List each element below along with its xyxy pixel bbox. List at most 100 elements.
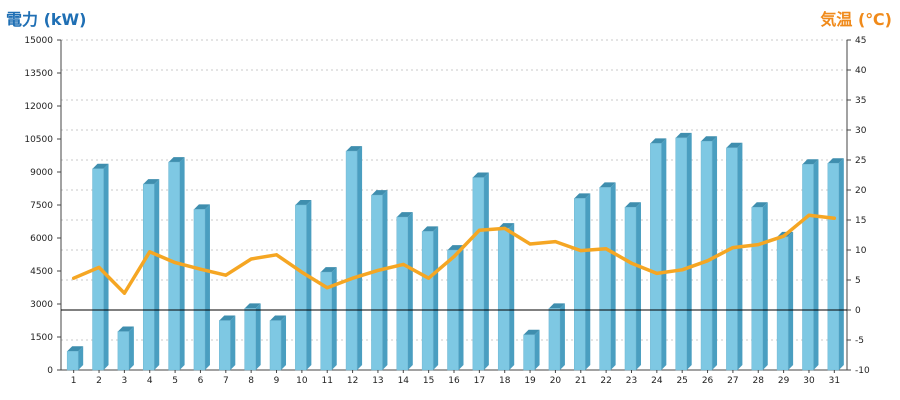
temperature-point — [503, 226, 507, 230]
bar — [421, 231, 434, 371]
temperature-point — [325, 286, 329, 290]
bar-side — [331, 267, 337, 370]
bar-top — [396, 212, 413, 218]
bar-side — [635, 202, 641, 370]
bar-side — [585, 193, 591, 370]
left-tick-label: 12000 — [24, 102, 53, 112]
bar — [472, 177, 485, 371]
temperature-point — [528, 242, 532, 246]
bar-side — [103, 163, 109, 370]
right-tick-label: -10 — [855, 366, 870, 376]
bar-top — [624, 202, 641, 208]
right-tick-label: 10 — [855, 246, 867, 256]
temperature-point — [629, 261, 633, 265]
bar-side — [813, 159, 819, 370]
bar-side — [712, 136, 718, 370]
right-axis-title: 気温 (℃) — [820, 10, 892, 29]
bar-side — [661, 138, 667, 370]
x-tick-label: 1 — [71, 376, 77, 386]
temperature-point — [275, 253, 279, 257]
left-tick-label: 13500 — [24, 69, 53, 79]
x-tick-label: 15 — [423, 376, 434, 386]
temperature-point — [452, 255, 456, 259]
bar-top — [219, 315, 236, 321]
x-tick-label: 21 — [575, 376, 586, 386]
x-tick-label: 2 — [96, 376, 102, 386]
bar-top — [548, 303, 565, 309]
right-tick-label: -5 — [855, 336, 864, 346]
right-tick-label: 0 — [855, 306, 861, 316]
bar — [751, 206, 764, 371]
bar-top — [523, 329, 540, 335]
bar-top — [371, 190, 388, 196]
bar-top — [117, 326, 134, 332]
left-tick-label: 3000 — [30, 300, 53, 310]
bar — [726, 147, 738, 371]
x-tick-label: 23 — [626, 376, 637, 386]
x-tick-label: 8 — [248, 376, 254, 386]
bar-side — [610, 182, 616, 370]
right-tick-label: 25 — [855, 156, 866, 166]
bar-top — [472, 172, 489, 178]
temperature-point — [401, 262, 405, 266]
bar-top — [751, 202, 768, 208]
bar-top — [320, 267, 337, 273]
right-tick-label: 15 — [855, 216, 866, 226]
temperature-point — [680, 268, 684, 272]
bar — [396, 216, 409, 371]
left-tick-label: 6000 — [30, 234, 53, 244]
bar-top — [650, 138, 667, 144]
temperature-point — [655, 271, 659, 275]
bar-side — [433, 226, 439, 370]
bar — [66, 351, 79, 371]
x-tick-label: 22 — [600, 376, 611, 386]
x-tick-label: 18 — [499, 376, 511, 386]
temperature-point — [376, 268, 380, 272]
x-tick-label: 14 — [398, 376, 410, 386]
bar — [497, 227, 510, 371]
bar — [776, 236, 789, 371]
bar — [117, 331, 130, 371]
bar — [269, 320, 282, 371]
temperature-point — [477, 228, 481, 232]
x-tick-label: 26 — [702, 376, 714, 386]
bar — [193, 209, 206, 371]
bar-top — [67, 346, 84, 352]
bar-top — [675, 132, 692, 138]
temperature-point — [553, 240, 557, 244]
bar — [320, 271, 332, 371]
x-tick-label: 12 — [347, 376, 358, 386]
temperature-point — [832, 216, 836, 220]
right-tick-label: 40 — [855, 66, 867, 76]
left-tick-label: 10500 — [24, 135, 53, 145]
bar — [371, 194, 383, 371]
right-tick-label: 35 — [855, 96, 866, 106]
x-tick-label: 5 — [172, 376, 178, 386]
bar-side — [534, 329, 540, 370]
right-tick-label: 30 — [855, 126, 867, 136]
x-tick-label: 16 — [448, 376, 460, 386]
x-tick-label: 24 — [651, 376, 663, 386]
temperature-point — [97, 265, 101, 269]
x-tick-label: 29 — [778, 376, 790, 386]
left-axis-title: 電力 (kW) — [6, 10, 87, 29]
x-tick-label: 9 — [274, 376, 280, 386]
bar — [142, 183, 155, 371]
bar-side — [407, 212, 413, 370]
bar-side — [509, 223, 515, 370]
x-tick-label: 10 — [296, 376, 308, 386]
bar-top — [270, 315, 287, 321]
temperature-point — [224, 273, 228, 277]
temperature-point — [756, 243, 760, 247]
temperature-point — [579, 249, 583, 253]
temperature-point — [148, 250, 152, 254]
left-tick-label: 0 — [47, 366, 53, 376]
bar — [219, 320, 231, 371]
bar-top — [346, 146, 363, 152]
x-tick-label: 6 — [198, 376, 204, 386]
bar-side — [686, 132, 692, 370]
bar-top — [422, 226, 439, 232]
temperature-point — [807, 213, 811, 217]
